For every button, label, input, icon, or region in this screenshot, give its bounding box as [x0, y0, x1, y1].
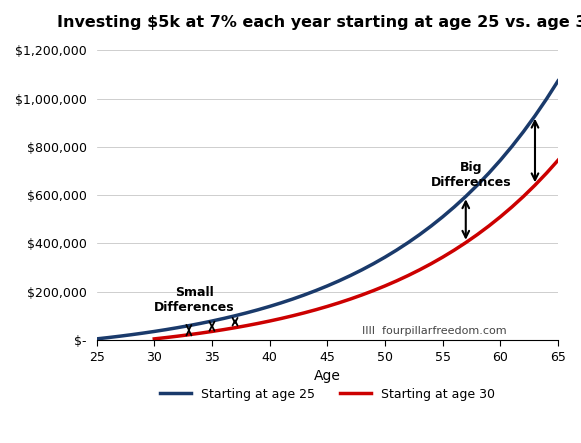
Starting at age 30: [335, 300, 342, 306]
Starting at age 30: [278, 316, 285, 321]
Starting at age 30: [497, 214, 504, 219]
Starting at age 30: [209, 329, 216, 334]
Starting at age 25: [162, 327, 169, 332]
Starting at age 25: [335, 278, 342, 284]
Legend: Starting at age 25, Starting at age 30: Starting at age 25, Starting at age 30: [155, 383, 500, 406]
Starting at age 30: [520, 194, 527, 199]
Starting at age 30: [232, 325, 239, 330]
Starting at age 25: [266, 304, 273, 309]
Starting at age 30: [404, 273, 411, 278]
Starting at age 25: [451, 204, 458, 210]
Starting at age 30: [382, 283, 389, 288]
Starting at age 30: [428, 261, 435, 266]
Starting at age 30: [358, 292, 365, 298]
Starting at age 25: [382, 254, 389, 260]
Starting at age 30: [543, 171, 550, 176]
Starting at age 30: [324, 304, 331, 309]
Starting at age 25: [428, 223, 435, 229]
Starting at age 30: [347, 296, 354, 302]
Starting at age 25: [313, 288, 320, 293]
Starting at age 30: [151, 336, 158, 342]
Starting at age 25: [555, 78, 562, 84]
Starting at age 25: [347, 273, 354, 278]
Starting at age 30: [243, 323, 250, 328]
Line: Starting at age 25: Starting at age 25: [96, 81, 558, 339]
Starting at age 25: [128, 332, 135, 338]
Starting at age 25: [520, 129, 527, 134]
Starting at age 25: [404, 240, 411, 245]
Text: IIII  fourpillarfreedom.com: IIII fourpillarfreedom.com: [362, 326, 507, 337]
Starting at age 25: [278, 300, 285, 306]
Starting at age 25: [474, 183, 481, 188]
Starting at age 30: [416, 267, 423, 272]
Starting at age 25: [139, 330, 146, 336]
Starting at age 25: [289, 296, 296, 302]
Starting at age 25: [209, 319, 216, 324]
Starting at age 25: [462, 194, 469, 199]
Starting at age 25: [393, 248, 400, 253]
Starting at age 30: [254, 321, 261, 326]
Starting at age 30: [555, 158, 562, 163]
Starting at age 30: [197, 330, 204, 336]
Starting at age 30: [532, 183, 539, 188]
Starting at age 30: [185, 332, 192, 338]
Starting at age 25: [220, 316, 227, 321]
Starting at age 25: [105, 335, 112, 340]
Starting at age 25: [197, 321, 204, 326]
Text: Small
Differences: Small Differences: [155, 286, 235, 314]
Starting at age 30: [474, 232, 481, 237]
Starting at age 30: [174, 334, 181, 339]
Starting at age 25: [358, 267, 365, 272]
Starting at age 25: [116, 334, 123, 339]
Starting at age 25: [543, 96, 550, 101]
Starting at age 25: [93, 336, 100, 342]
Starting at age 30: [266, 319, 273, 324]
Starting at age 25: [370, 261, 377, 266]
Starting at age 25: [185, 323, 192, 328]
Starting at age 25: [532, 113, 539, 119]
Starting at age 25: [174, 325, 181, 330]
X-axis label: Age: Age: [314, 369, 341, 383]
Starting at age 25: [497, 158, 504, 163]
Starting at age 25: [301, 292, 308, 298]
Starting at age 30: [370, 288, 377, 293]
Text: Big
Differences: Big Differences: [431, 161, 512, 189]
Starting at age 30: [289, 313, 296, 319]
Starting at age 25: [485, 171, 492, 176]
Starting at age 25: [439, 214, 446, 219]
Starting at age 25: [508, 144, 515, 149]
Starting at age 30: [439, 254, 446, 260]
Starting at age 30: [451, 248, 458, 253]
Starting at age 30: [162, 335, 169, 340]
Title: Investing $5k at 7% each year starting at age 25 vs. age 30: Investing $5k at 7% each year starting a…: [57, 15, 581, 30]
Line: Starting at age 30: Starting at age 30: [155, 160, 558, 339]
Starting at age 30: [301, 310, 308, 315]
Starting at age 25: [151, 329, 158, 334]
Starting at age 30: [313, 307, 320, 312]
Starting at age 30: [393, 278, 400, 284]
Starting at age 30: [462, 240, 469, 245]
Starting at age 25: [243, 310, 250, 315]
Starting at age 25: [416, 232, 423, 237]
Starting at age 30: [485, 223, 492, 229]
Starting at age 30: [220, 327, 227, 332]
Starting at age 25: [324, 283, 331, 288]
Starting at age 25: [232, 313, 239, 319]
Starting at age 25: [254, 307, 261, 312]
Starting at age 30: [508, 204, 515, 210]
